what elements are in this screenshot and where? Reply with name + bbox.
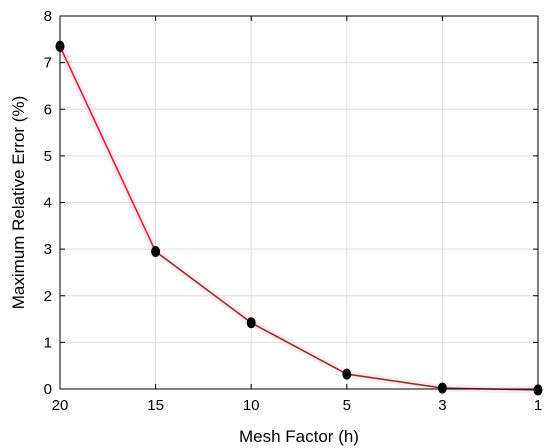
y-tick-label: 6 xyxy=(44,101,52,118)
x-tick-label: 1 xyxy=(534,397,542,414)
x-tick-label: 20 xyxy=(52,397,69,414)
x-tick-label: 15 xyxy=(147,397,164,414)
x-tick-label: 3 xyxy=(438,397,446,414)
series-segment xyxy=(155,250,252,324)
axis-ticks: 0 1 2 3 4 5 6 7 8 20 15 10 5 3 1 xyxy=(44,8,543,414)
data-point xyxy=(246,317,256,329)
series-layer xyxy=(55,40,543,396)
x-axis-label: Mesh Factor (h) xyxy=(239,427,359,446)
y-axis-label: Maximum Relative Error (%) xyxy=(9,96,28,309)
series-halo xyxy=(56,44,539,394)
y-tick-label: 2 xyxy=(44,288,52,305)
series-segment xyxy=(250,322,348,375)
y-tick-label: 3 xyxy=(44,241,52,258)
x-tick-label: 5 xyxy=(343,397,351,414)
y-tick-label: 1 xyxy=(44,334,52,351)
grid-lines xyxy=(60,16,538,389)
y-tick-label: 0 xyxy=(44,381,52,398)
series-segment xyxy=(59,45,157,252)
data-point xyxy=(533,384,543,396)
data-point xyxy=(342,368,352,380)
y-tick-label: 8 xyxy=(44,8,52,25)
y-tick-label: 4 xyxy=(44,195,52,212)
x-tick-label: 10 xyxy=(243,397,260,414)
data-point xyxy=(151,245,161,257)
series-segment xyxy=(346,373,443,389)
y-tick-label: 5 xyxy=(44,148,52,165)
y-tick-label: 7 xyxy=(44,55,52,72)
